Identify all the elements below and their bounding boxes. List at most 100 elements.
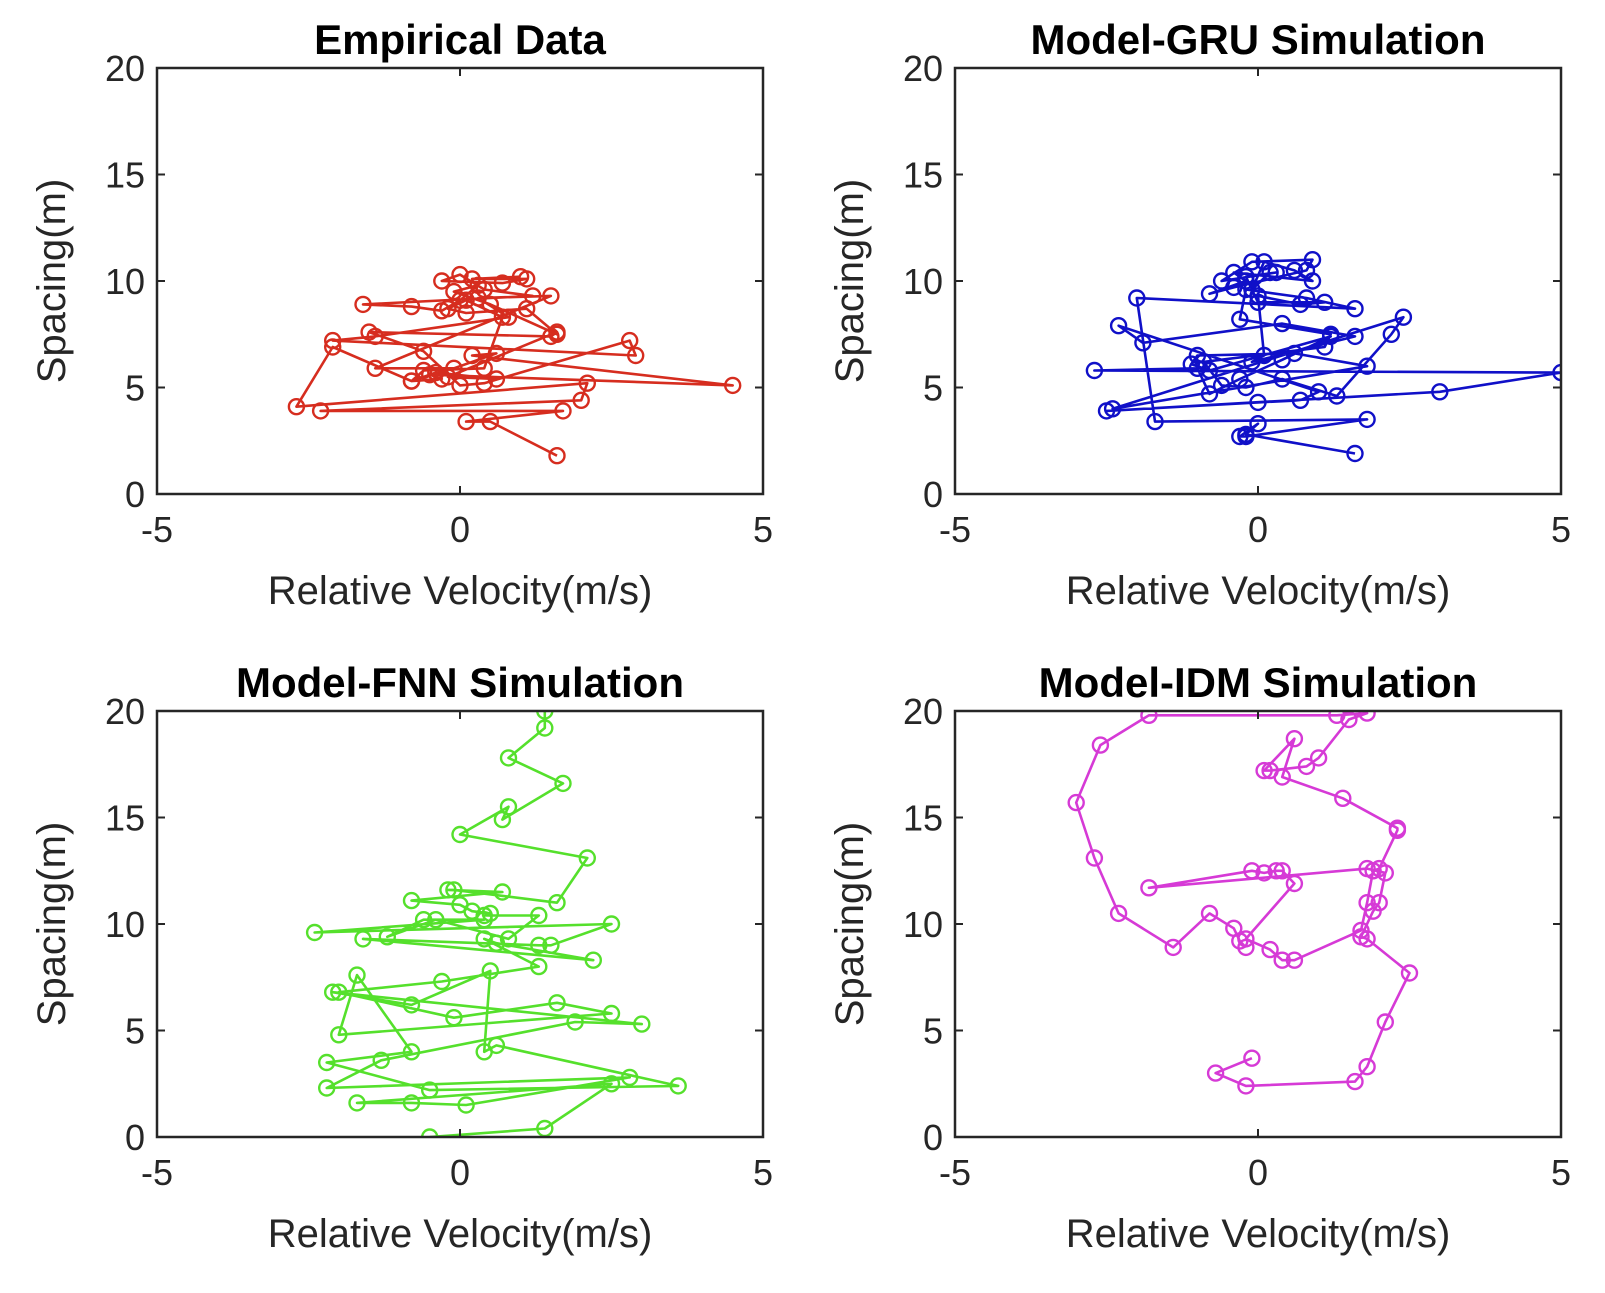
y-tick-label: 10 xyxy=(903,261,943,302)
data-point xyxy=(536,711,554,720)
data-point xyxy=(318,1053,336,1072)
y-axis-label: Spacing(m) xyxy=(828,822,872,1027)
data-point xyxy=(627,346,645,365)
data-point xyxy=(542,936,560,954)
data-point xyxy=(548,325,566,343)
x-tick-label: 0 xyxy=(1248,509,1268,550)
data-point xyxy=(487,1036,506,1055)
y-tick-label: 20 xyxy=(105,691,145,732)
data-point xyxy=(1334,789,1352,807)
y-tick-label: 5 xyxy=(923,368,943,409)
data-point xyxy=(1273,370,1291,388)
data-point xyxy=(414,342,433,360)
data-point xyxy=(1243,862,1261,880)
data-point xyxy=(578,849,596,867)
data-point xyxy=(1188,359,1207,377)
data-point xyxy=(354,930,372,948)
x-tick-label: -5 xyxy=(141,1152,173,1193)
data-point xyxy=(457,1096,475,1114)
series-line xyxy=(1093,258,1561,455)
data-point xyxy=(493,308,512,326)
data-point xyxy=(487,344,506,363)
data-point xyxy=(1243,280,1261,299)
data-point xyxy=(1231,370,1249,388)
data-point xyxy=(1231,427,1249,446)
data-point xyxy=(1273,351,1291,369)
data-point xyxy=(1388,819,1407,837)
data-point xyxy=(554,402,572,420)
y-axis-label: Spacing(m) xyxy=(30,179,74,384)
data-point xyxy=(445,1009,463,1027)
data-point xyxy=(548,894,566,912)
y-tick-label: 0 xyxy=(923,1117,943,1158)
data-point xyxy=(524,287,542,305)
data-point xyxy=(481,412,499,431)
data-point xyxy=(1552,363,1561,382)
data-point xyxy=(499,749,518,767)
data-point xyxy=(1394,308,1413,326)
data-point xyxy=(584,951,602,969)
data-point xyxy=(348,1094,366,1112)
data-point xyxy=(530,906,548,925)
data-point xyxy=(530,957,548,976)
axes-frame xyxy=(155,709,765,1139)
data-point xyxy=(1352,928,1370,946)
data-point xyxy=(1285,730,1304,748)
data-point xyxy=(1255,346,1273,365)
data-point xyxy=(354,295,372,314)
x-tick-label: 0 xyxy=(450,1152,470,1193)
data-point xyxy=(1321,327,1340,346)
data-point xyxy=(1346,444,1364,463)
chart-title: Model-FNN Simulation xyxy=(236,659,684,706)
data-point xyxy=(493,883,512,901)
data-point xyxy=(1315,293,1334,311)
data-point xyxy=(499,930,518,948)
data-point xyxy=(287,398,306,416)
data-point xyxy=(1358,410,1376,429)
data-point xyxy=(1382,325,1401,343)
data-point xyxy=(1085,849,1104,867)
data-point xyxy=(1237,427,1255,446)
data-point xyxy=(493,810,512,829)
data-point xyxy=(378,928,396,946)
y-tick-label: 10 xyxy=(903,904,943,945)
data-point xyxy=(1249,415,1267,433)
data-point xyxy=(433,272,451,290)
data-point xyxy=(330,983,348,1001)
data-point xyxy=(366,359,384,377)
data-point xyxy=(1328,387,1346,405)
data-point xyxy=(602,1075,621,1093)
data-point xyxy=(1261,940,1279,959)
data-point xyxy=(493,274,512,292)
data-point xyxy=(554,774,572,793)
series-1 xyxy=(287,265,742,465)
data-point xyxy=(324,338,342,356)
data-point xyxy=(463,346,481,365)
y-axis-label: Spacing(m) xyxy=(30,822,74,1027)
data-point xyxy=(433,972,451,991)
data-point xyxy=(1164,938,1182,957)
data-point xyxy=(1261,761,1279,780)
chart-title: Model-GRU Simulation xyxy=(1031,16,1486,63)
data-point xyxy=(414,361,433,380)
data-point xyxy=(1109,317,1128,335)
data-point xyxy=(542,287,560,305)
y-tick-label: 5 xyxy=(125,368,145,409)
data-point xyxy=(1370,894,1388,912)
x-axis-label: Relative Velocity(m/s) xyxy=(268,569,653,613)
data-point xyxy=(487,934,506,952)
x-tick-label: -5 xyxy=(141,509,173,550)
data-point xyxy=(1400,964,1419,982)
y-tick-label: 15 xyxy=(903,798,943,839)
data-point xyxy=(445,282,463,301)
data-point xyxy=(324,331,342,350)
data-point xyxy=(1358,1057,1376,1076)
data-point xyxy=(1285,951,1304,969)
data-point xyxy=(330,1026,348,1044)
data-point xyxy=(1352,921,1370,940)
data-point xyxy=(1291,391,1310,409)
x-tick-label: 5 xyxy=(753,509,773,550)
data-point xyxy=(1346,300,1364,318)
series-line xyxy=(313,711,680,1137)
